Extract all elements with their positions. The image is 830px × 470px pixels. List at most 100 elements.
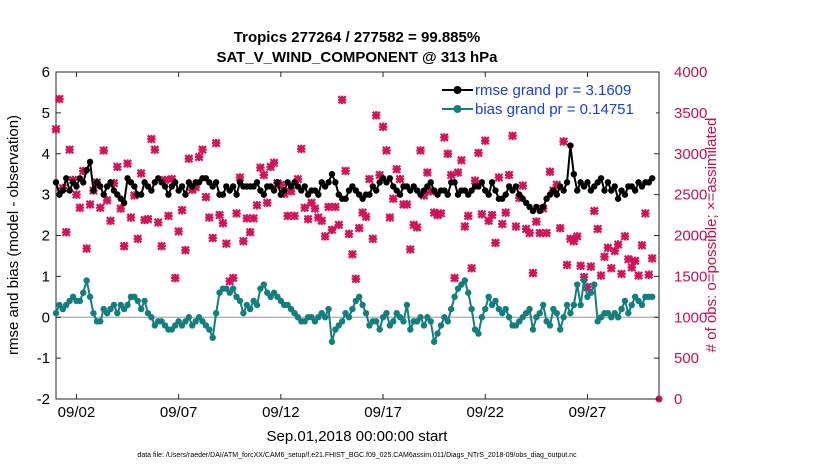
- left-tick-label: 4: [42, 146, 50, 163]
- bias-data-point: [502, 305, 509, 313]
- obs-count-marker: [572, 231, 582, 241]
- obs-count-marker: [525, 228, 534, 238]
- obs-count-marker: [627, 263, 637, 272]
- left-tick-label: 1: [42, 268, 50, 285]
- bias-data-point: [114, 309, 121, 317]
- rmse-data-point: [137, 191, 145, 198]
- right-tick-label: 3500: [674, 105, 707, 122]
- rmse-data-point: [386, 175, 394, 182]
- x-tick-label: 09/22: [466, 404, 504, 421]
- obs-count-marker: [484, 216, 494, 226]
- obs-count-marker: [283, 211, 293, 221]
- rmse-data-point: [90, 187, 97, 194]
- obs-count-marker: [279, 189, 289, 199]
- rmse-data-point: [233, 191, 240, 198]
- rmse-data-point: [274, 179, 281, 186]
- obs-count-marker: [491, 238, 500, 248]
- obs-count-marker: [344, 229, 354, 239]
- obs-count-marker: [501, 208, 511, 217]
- obs-count-marker: [644, 270, 654, 280]
- obs-count-marker: [416, 146, 425, 155]
- obs-count-marker: [303, 214, 313, 224]
- obs-count-marker: [201, 192, 211, 202]
- obs-count-marker: [593, 224, 603, 234]
- rmse-data-point: [165, 191, 172, 198]
- rmse-data-point: [80, 179, 87, 186]
- rmse-data-point: [253, 179, 261, 186]
- left-tick-label: 6: [42, 64, 50, 81]
- left-tick-label: 3: [42, 187, 50, 204]
- obs-count-marker: [337, 95, 347, 105]
- rmse-data-point: [182, 191, 189, 198]
- obs-count-marker: [215, 210, 224, 220]
- legend-rmse-marker: [453, 86, 462, 94]
- obs-count-marker: [382, 146, 391, 155]
- bias-data-point: [434, 330, 441, 337]
- bias-data-point: [338, 318, 346, 325]
- obs-count-marker: [82, 244, 92, 253]
- bias-data-point: [383, 309, 390, 317]
- obs-count-marker: [361, 212, 371, 222]
- obs-count-marker: [167, 174, 177, 184]
- bias-data-point: [580, 277, 588, 284]
- rmse-data-point: [328, 170, 336, 178]
- obs-count-marker: [116, 204, 126, 213]
- rmse-data-point: [512, 183, 520, 190]
- rmse-data-point: [396, 191, 404, 198]
- obs-count-marker: [235, 173, 245, 182]
- rmse-data-point: [373, 187, 380, 194]
- obs-count-marker: [467, 263, 477, 273]
- rmse-data-point: [281, 187, 288, 194]
- bias-data-point: [229, 285, 237, 292]
- obs-count-marker: [586, 262, 596, 271]
- obs-count-marker: [164, 211, 173, 221]
- obs-count-marker: [266, 162, 276, 172]
- rmse-data-point: [604, 179, 612, 186]
- obs-count-marker: [286, 186, 296, 196]
- bias-data-point: [567, 309, 574, 317]
- rmse-data-point: [478, 179, 486, 186]
- obs-count-marker: [480, 136, 490, 146]
- obs-count-marker: [324, 202, 333, 212]
- right-tick-label: 0: [674, 391, 682, 408]
- obs-count-marker: [307, 198, 316, 208]
- bias-data-point: [76, 297, 84, 305]
- right-axis: 0 500 1000 1500 2000 2500 3000 3500 4000: [654, 64, 707, 408]
- obs-count-marker: [385, 213, 395, 222]
- obs-count-marker: [450, 273, 459, 283]
- rmse-data-point: [366, 191, 373, 198]
- y-axis-label-left: rmse and bias (model - observation): [5, 115, 22, 355]
- rmse-data-point: [212, 179, 220, 186]
- bias-data-point: [390, 318, 397, 325]
- rmse-data-point: [553, 191, 560, 198]
- legend-rmse-label: rmse grand pr = 3.1609: [475, 82, 631, 99]
- bias-data-point: [212, 309, 220, 317]
- bias-data-point: [553, 309, 560, 317]
- bias-data-point: [90, 309, 97, 317]
- obs-count-marker: [218, 218, 228, 228]
- rmse-data-point: [325, 179, 332, 186]
- obs-count-marker: [388, 194, 398, 204]
- bias-data-point: [526, 305, 533, 313]
- rmse-data-point: [148, 187, 155, 194]
- obs-count-marker: [174, 227, 184, 236]
- bias-data-point: [321, 314, 329, 321]
- bias-data-point: [356, 293, 363, 301]
- rmse-data-point: [601, 187, 608, 194]
- obs-count-marker: [497, 219, 507, 229]
- bias-data-point: [148, 314, 155, 321]
- obs-count-marker: [426, 186, 436, 196]
- bias-data-point: [529, 326, 537, 333]
- obs-count-marker: [242, 213, 252, 223]
- bias-data-point: [485, 293, 492, 301]
- right-tick-label: 1500: [674, 268, 707, 285]
- obs-count-marker: [596, 271, 606, 280]
- rmse-data-point: [574, 187, 581, 194]
- left-tick-label: -1: [37, 350, 50, 367]
- bias-data-point: [444, 318, 451, 325]
- y-axis-label-right: # of obs: o=possible; ×=assimilated: [703, 118, 720, 353]
- obs-count-marker: [433, 210, 442, 220]
- bias-data-point: [465, 289, 472, 296]
- rmse-data-point: [120, 199, 128, 206]
- rmse-data-point: [161, 183, 169, 190]
